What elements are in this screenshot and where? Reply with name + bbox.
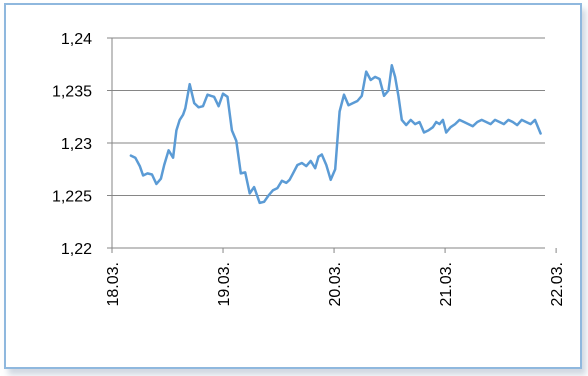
x-tick-label-1: 19.03. [216,262,233,306]
x-tick-label-0: 18.03. [105,262,122,306]
x-tick-label-2: 20.03. [327,262,344,306]
x-tick-label-3: 21.03. [438,262,455,306]
y-tick-label-0: 1,22 [61,241,92,258]
x-tick-label-4: 22.03. [549,262,566,306]
axes [107,37,557,253]
y-tick-label-2: 1,23 [61,136,92,153]
series [129,64,542,205]
gridlines [112,37,545,249]
y-tick-label-3: 1,235 [52,84,92,101]
y-tick-label-1: 1,225 [52,189,92,206]
chart-frame [4,3,582,369]
x-tick-labels: 18.03. 19.03. 20.03. 21.03. 22.03. [105,262,566,306]
series-line-0 [129,64,542,205]
y-tick-label-4: 1,24 [61,31,92,48]
y-tick-labels: 1,22 1,225 1,23 1,235 1,24 [52,31,92,258]
